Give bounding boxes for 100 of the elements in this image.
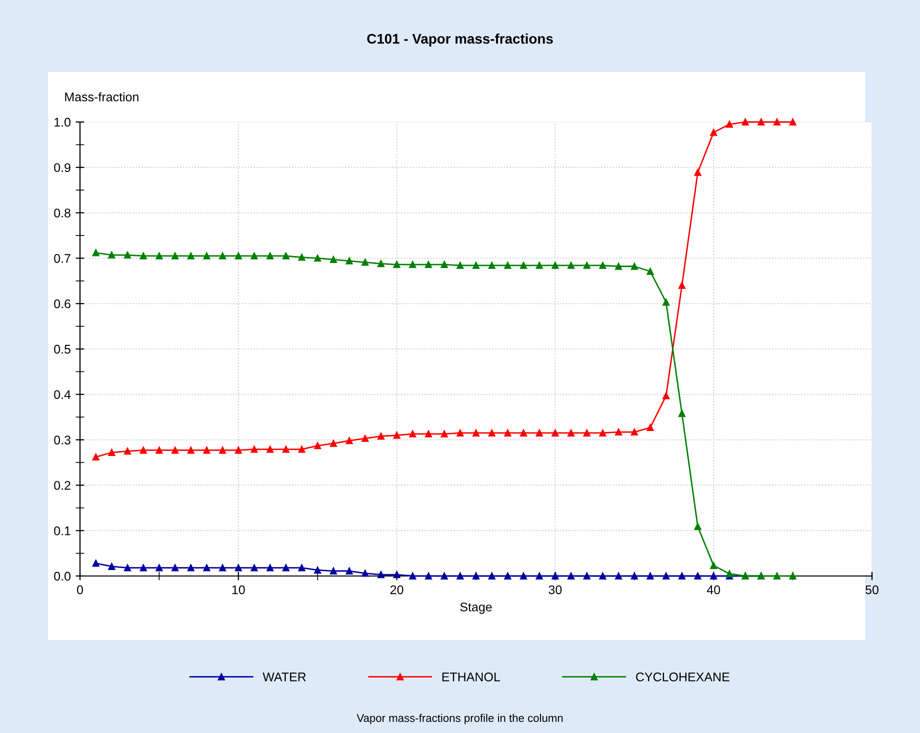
point: [520, 262, 527, 269]
x-axis-title: Stage: [460, 602, 492, 614]
point: [520, 572, 527, 580]
point: [520, 430, 527, 436]
legend-label: CYCLOHEXANE: [636, 672, 730, 682]
point: [156, 564, 163, 572]
point: [124, 252, 131, 258]
point: [615, 262, 622, 270]
point: [250, 564, 258, 572]
point: [425, 572, 432, 580]
y-tick-label: 0.7: [54, 254, 70, 263]
point: [140, 564, 147, 572]
legend-label: WATER: [262, 672, 306, 682]
point: [172, 446, 179, 454]
point: [773, 572, 780, 580]
point: [710, 562, 718, 570]
point: [172, 252, 179, 260]
x-tick-label: 10: [232, 585, 245, 594]
point: [536, 430, 543, 436]
point: [108, 252, 116, 258]
point: [234, 446, 242, 454]
point: [599, 572, 606, 580]
y-tick-label: 0.6: [54, 299, 70, 308]
point: [552, 572, 559, 580]
point: [282, 446, 290, 453]
point: [630, 262, 638, 270]
point: [456, 262, 464, 269]
point: [472, 430, 480, 436]
point: [552, 262, 559, 269]
point: [330, 440, 337, 447]
point: [250, 446, 258, 453]
point: [282, 252, 290, 260]
point: [646, 572, 654, 580]
point: [678, 282, 686, 289]
point: [377, 432, 384, 440]
point: [440, 572, 448, 580]
point: [250, 252, 258, 260]
point: [488, 262, 496, 269]
point: [377, 571, 384, 578]
y-tick-label: 1.0: [54, 118, 70, 127]
point: [662, 392, 670, 400]
legend-label: ETHANOL: [442, 672, 500, 682]
point: [758, 118, 765, 126]
point: [203, 564, 210, 572]
point: [646, 268, 654, 275]
point: [710, 572, 718, 580]
point: [472, 262, 480, 269]
point: [362, 434, 369, 442]
point: [789, 118, 796, 126]
point: [568, 262, 575, 269]
point: [710, 128, 718, 136]
y-tick-label: 0.9: [54, 163, 70, 172]
point: [266, 252, 274, 260]
x-tick-label: 20: [390, 585, 404, 594]
point: [219, 446, 226, 454]
point: [187, 564, 194, 572]
point: [440, 430, 448, 438]
point: [282, 564, 290, 572]
point: [187, 252, 194, 260]
point: [694, 572, 702, 580]
point: [678, 572, 686, 580]
y-tick-label: 0.0: [54, 572, 70, 581]
y-tick-label: 0.1: [54, 526, 70, 536]
point: [440, 261, 448, 268]
point: [456, 430, 464, 436]
point: [662, 298, 670, 306]
x-tick-label: 40: [706, 585, 720, 594]
point: [124, 564, 131, 572]
point: [393, 261, 400, 268]
point: [314, 442, 322, 450]
point: [234, 252, 242, 260]
x-tick-label: 30: [548, 585, 562, 594]
point: [630, 428, 638, 436]
y-axis-title: Mass-fraction: [65, 92, 138, 102]
point: [583, 572, 590, 580]
y-tick-label: 0.5: [54, 344, 70, 354]
point: [266, 446, 274, 453]
point: [377, 260, 384, 268]
point: [552, 430, 559, 436]
point: [662, 572, 670, 580]
point: [92, 454, 100, 461]
point: [615, 428, 622, 436]
point: [409, 261, 416, 268]
point: [536, 262, 543, 269]
point: [203, 252, 210, 260]
point: [488, 430, 496, 436]
point: [472, 572, 480, 580]
point: [536, 572, 543, 580]
point: [678, 410, 686, 417]
point: [92, 560, 100, 567]
point: [742, 118, 749, 126]
point: [362, 258, 369, 266]
point: [583, 430, 590, 436]
point: [314, 566, 322, 574]
point: [219, 252, 226, 260]
point: [694, 168, 702, 176]
x-tick-label: 50: [866, 585, 878, 594]
point: [330, 256, 337, 264]
point: [789, 572, 796, 580]
point: [726, 120, 733, 128]
